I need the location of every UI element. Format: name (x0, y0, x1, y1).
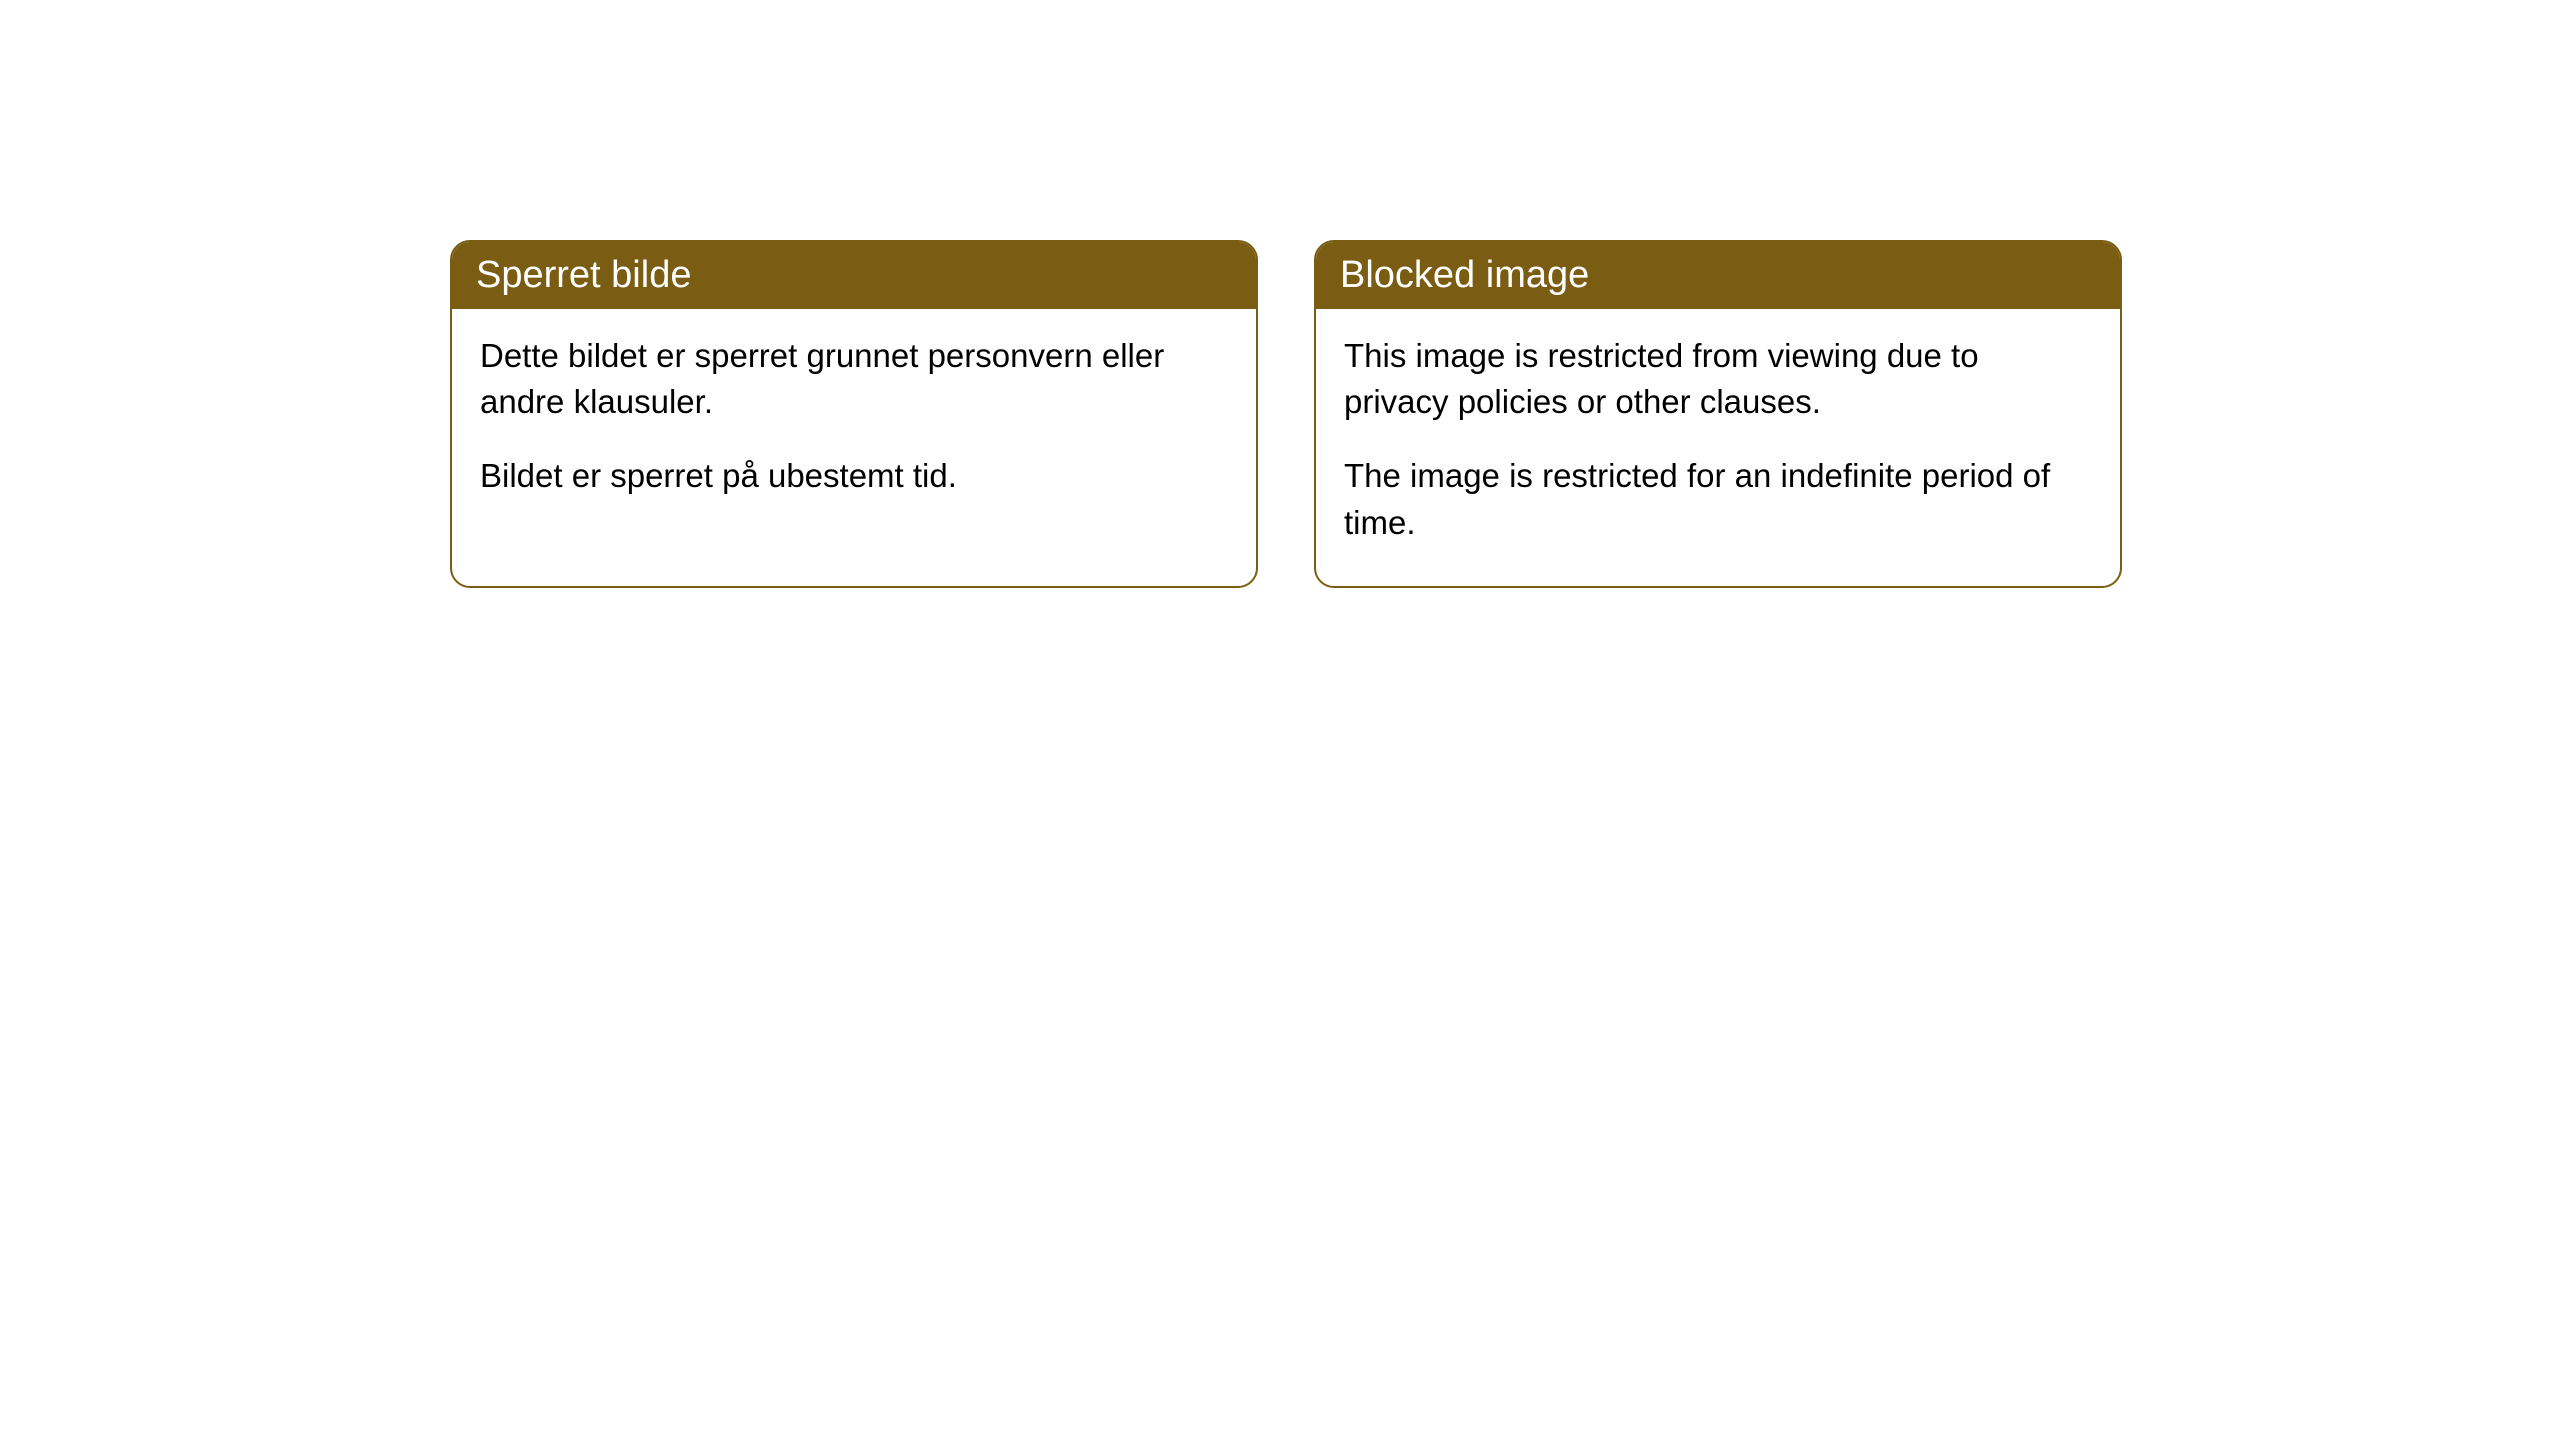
notice-paragraph: This image is restricted from viewing du… (1344, 333, 2092, 425)
notice-container: Sperret bilde Dette bildet er sperret gr… (450, 240, 2122, 588)
notice-card-header: Sperret bilde (452, 242, 1256, 309)
notice-paragraph: Dette bildet er sperret grunnet personve… (480, 333, 1228, 425)
notice-card-header: Blocked image (1316, 242, 2120, 309)
notice-paragraph: Bildet er sperret på ubestemt tid. (480, 453, 1228, 499)
notice-card-english: Blocked image This image is restricted f… (1314, 240, 2122, 588)
notice-card-body: Dette bildet er sperret grunnet personve… (452, 309, 1256, 540)
notice-paragraph: The image is restricted for an indefinit… (1344, 453, 2092, 545)
notice-card-norwegian: Sperret bilde Dette bildet er sperret gr… (450, 240, 1258, 588)
notice-card-body: This image is restricted from viewing du… (1316, 309, 2120, 586)
